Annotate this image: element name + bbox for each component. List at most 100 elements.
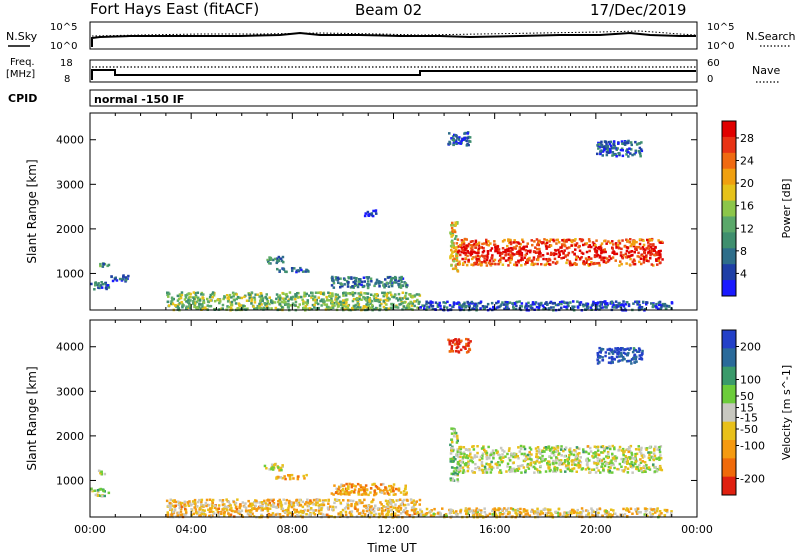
echo-cell: [466, 254, 469, 258]
echo-cell: [382, 509, 385, 512]
echo-cell: [647, 241, 650, 244]
echo-cell: [649, 257, 652, 260]
echo-cell: [597, 511, 600, 515]
echo-cell: [670, 512, 673, 515]
echo-cell: [427, 301, 431, 305]
echo-cell: [332, 286, 336, 289]
echo-cell: [351, 483, 354, 486]
echo-cell: [124, 278, 128, 282]
colorbar-tick-label: 15: [740, 402, 754, 415]
echo-cell: [536, 455, 540, 459]
echo-cell: [492, 259, 495, 263]
echo-cell: [459, 464, 462, 467]
echo-cell: [664, 307, 668, 311]
echo-cell: [449, 478, 453, 482]
echo-cell: [394, 276, 398, 280]
echo-cell: [168, 501, 172, 505]
echo-cell: [636, 245, 639, 249]
echo-cell: [436, 512, 440, 515]
echo-cell: [650, 508, 653, 511]
echo-cell: [652, 264, 655, 267]
echo-cell: [495, 301, 498, 305]
echo-cell: [392, 506, 395, 509]
echo-cell: [252, 507, 255, 510]
echo-cell: [194, 294, 198, 297]
echo-cell: [475, 304, 479, 308]
echo-cell: [468, 347, 471, 351]
echo-cell: [585, 259, 589, 262]
echo-cell: [594, 249, 597, 252]
echo-cell: [297, 475, 300, 478]
echo-cell: [207, 504, 211, 507]
echo-cell: [450, 458, 454, 461]
echo-cell: [459, 511, 462, 515]
echo-cell: [270, 513, 273, 517]
echo-cell: [546, 462, 549, 465]
echo-cell: [282, 301, 286, 304]
echo-cell: [425, 300, 428, 303]
echo-cell: [416, 511, 420, 514]
echo-cell: [247, 299, 250, 302]
echo-cell: [612, 509, 615, 512]
echo-cell: [222, 507, 226, 510]
echo-cell: [473, 251, 477, 254]
echo-cell: [539, 464, 542, 468]
echo-cell: [491, 254, 494, 257]
echo-cell: [212, 294, 216, 297]
y-axis-title: Slant Range [km]: [25, 159, 39, 263]
echo-cell: [629, 238, 632, 241]
x-tick-label: 16:00: [479, 523, 511, 536]
echo-cell: [494, 262, 497, 266]
echo-cell: [206, 297, 209, 301]
echo-cell: [561, 244, 564, 248]
echo-cell: [267, 499, 271, 502]
echo-cell: [204, 501, 208, 505]
echo-cell: [333, 304, 336, 307]
echo-cell: [468, 507, 471, 510]
echo-cell: [390, 501, 393, 505]
echo-cell: [576, 305, 580, 308]
echo-cell: [637, 445, 640, 448]
echo-cell: [366, 283, 369, 287]
echo-cell: [351, 291, 354, 294]
echo-cell: [262, 306, 265, 310]
echo-cell: [358, 297, 361, 301]
echo-cell: [371, 483, 374, 486]
echo-cell: [655, 509, 659, 513]
echo-cell: [548, 460, 551, 463]
echo-cell: [611, 352, 615, 355]
echo-cell: [275, 261, 278, 265]
echo-cell: [600, 445, 603, 449]
echo-cell: [542, 459, 546, 462]
echo-cell: [549, 238, 552, 241]
echo-cell: [606, 148, 609, 151]
echo-cell: [627, 359, 630, 363]
echo-cell: [609, 140, 613, 144]
echo-cell: [536, 510, 539, 513]
echo-cell: [585, 450, 588, 454]
echo-cell: [555, 252, 558, 256]
echo-cell: [289, 297, 293, 301]
echo-cell: [309, 508, 312, 511]
echo-cell: [551, 448, 554, 451]
echo-cell: [473, 511, 477, 514]
echo-cell: [208, 514, 211, 518]
echo-cell: [478, 259, 481, 263]
echo-cell: [497, 300, 500, 303]
colorbar-swatch: [722, 366, 736, 386]
echo-cell: [578, 303, 581, 307]
echo-cell: [481, 471, 485, 474]
echo-cell: [320, 299, 323, 303]
echo-cell: [659, 466, 662, 470]
echo-cell: [436, 302, 440, 306]
echo-cell: [213, 512, 216, 515]
echo-cell: [545, 247, 548, 250]
echo-cell: [346, 499, 350, 502]
echo-cell: [483, 507, 486, 510]
echo-cell: [94, 284, 97, 287]
echo-cell: [586, 509, 590, 513]
echo-cell: [596, 459, 600, 463]
echo-cell: [306, 301, 309, 304]
echo-cell: [292, 303, 296, 307]
echo-cell: [208, 510, 212, 514]
